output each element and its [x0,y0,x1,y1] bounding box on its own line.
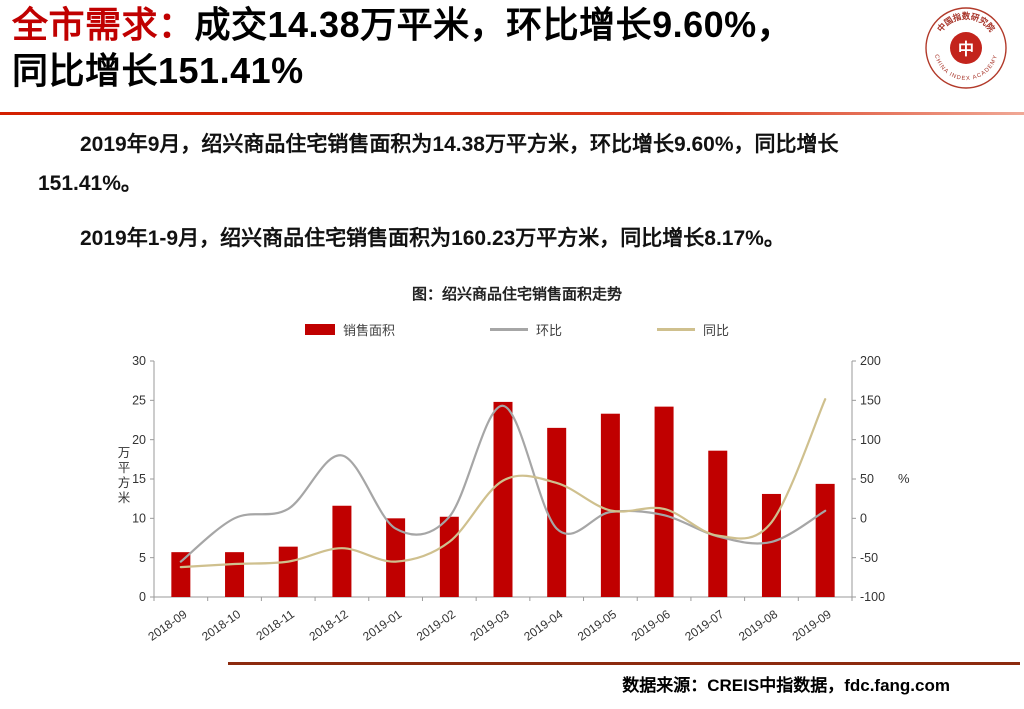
x-axis-tick-label: 2019-09 [790,607,834,644]
right-axis-tick-label: 200 [860,354,881,368]
paragraph-2: 2019年1-9月，绍兴商品住宅销售面积为160.23万平方米，同比增长8.17… [80,226,785,250]
body-text: 2019年9月，绍兴商品住宅销售面积为14.38万平方米，环比增长9.60%，同… [38,126,988,259]
x-axis-tick-label: 2019-06 [629,607,673,644]
legend-label: 环比 [535,323,562,338]
left-axis-tick-label: 10 [132,512,146,526]
left-axis-tick-label: 20 [132,433,146,447]
left-axis-title: 万平方米 [118,446,131,505]
right-axis-tick-label: -100 [860,590,885,604]
left-axis-tick-label: 25 [132,394,146,408]
bar-2019-04 [547,427,567,597]
right-axis-tick-label: 0 [860,512,867,526]
title-line2: 同比增长151.41% [12,50,304,92]
bar-2019-05 [600,413,620,597]
x-axis-tick-label: 2018-10 [199,607,243,644]
x-axis-tick-label: 2019-02 [414,607,458,644]
x-axis-tick-label: 2019-04 [521,607,565,644]
legend-label: 销售面积 [342,323,395,338]
right-axis-title: % [898,471,910,486]
x-axis-tick-label: 2019-03 [468,607,512,644]
left-axis-tick-label: 15 [132,472,146,486]
x-axis-tick-label: 2018-12 [307,607,351,644]
x-axis-tick-label: 2019-01 [360,607,404,644]
bar-2019-07 [708,450,728,597]
bar-2019-06 [654,406,674,597]
paragraph-1-line-1: 2019年9月，绍兴商品住宅销售面积为14.38万平方米，环比增长9.60%，同… [80,133,839,156]
left-axis-tick-label: 0 [139,590,146,604]
bar-2018-09 [171,552,191,597]
x-axis-tick-label: 2019-05 [575,607,619,644]
footer-source-text: 数据来源：CREIS中指数据，fdc.fang.com [622,676,950,695]
paragraph-1-line-2: 151.41%。 [38,171,142,195]
right-axis-tick-label: 100 [860,433,881,447]
china-index-academy-logo-icon: 中 中国指数研究院 CHINA INDEX ACADEMY [925,7,1007,89]
bar-2019-03 [493,401,513,597]
bar-2018-12 [332,505,352,597]
logo-center-glyph: 中 [958,40,974,59]
header-divider [0,112,1024,115]
x-axis-tick-label: 2019-07 [682,607,726,644]
footer-divider [228,662,1020,665]
bar-2018-11 [278,546,298,597]
legend-label: 同比 [703,323,730,338]
legend-item: 同比 [657,320,729,339]
title-line1: 成交14.38万平米，环比增长9.60%， [194,4,794,45]
right-axis-tick-label: 150 [860,394,881,408]
line-series-yoy [179,398,827,569]
legend-item: 销售面积 [304,320,395,339]
legend-bar-swatch-icon [304,324,335,335]
page-title: 全市需求：成交14.38万平米，环比增长9.60%， 同比增长151.41% [12,2,892,94]
chart-canvas: 0 5 10 15 20 25 30 -100 -50 0 50 100 150 200 2018-09 20… [118,354,910,644]
chart: 图：绍兴商品住宅销售面积走势 销售面积 环比 同比 0 5 10 15 20 25 30 -100… [102,283,932,659]
left-axis-tick-label: 30 [132,354,146,368]
bar-2018-10 [225,552,245,597]
right-axis-tick-label: -50 [860,551,878,565]
legend-line-swatch-icon [657,328,695,331]
bar-2019-09 [815,483,835,597]
bar-2019-08 [761,493,781,597]
chart-legend: 销售面积 环比 同比 [102,320,932,339]
logo-seal [950,32,982,64]
title-prefix: 全市需求： [12,4,195,45]
bar-2019-01 [386,518,406,597]
x-axis-tick-label: 2018-11 [254,607,298,643]
chart-title: 图：绍兴商品住宅销售面积走势 [411,286,622,303]
left-axis-tick-label: 5 [139,551,146,565]
legend-line-swatch-icon [489,328,528,331]
header: 全市需求：成交14.38万平米，环比增长9.60%， 同比增长151.41% [12,2,892,94]
x-axis-tick-label: 2019-08 [736,607,780,644]
legend-item: 环比 [489,320,562,339]
right-axis-tick-label: 50 [860,472,874,486]
bar-2019-02 [439,516,459,597]
x-axis-tick-label: 2018-09 [145,607,189,644]
